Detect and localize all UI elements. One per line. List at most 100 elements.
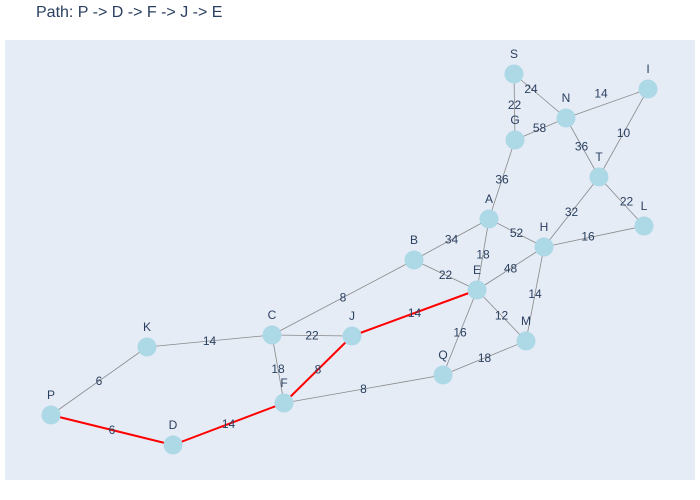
edge-S-G [513, 73, 516, 141]
edge-weight-I-T: 10 [617, 126, 631, 140]
node-T[interactable] [589, 167, 609, 187]
edge-F-Q [283, 374, 444, 404]
node-label-F: F [280, 376, 287, 390]
edge-weight-T-L: 22 [620, 195, 634, 209]
node-label-I: I [646, 62, 649, 76]
edge-H-M [525, 246, 545, 342]
edges-layer [50, 73, 649, 446]
node-label-G: G [510, 113, 519, 127]
edge-weight-J-E: 14 [408, 306, 422, 320]
edge-S-N [513, 73, 567, 119]
node-S[interactable] [504, 64, 524, 84]
node-D[interactable] [163, 435, 183, 455]
node-Q[interactable] [433, 365, 453, 385]
nodes-layer [41, 64, 658, 455]
node-J[interactable] [342, 326, 362, 346]
node-label-S: S [510, 47, 518, 61]
edge-weight-F-Q: 8 [360, 382, 367, 396]
node-A[interactable] [479, 209, 499, 229]
edge-weight-N-I: 14 [594, 87, 608, 101]
edge-B-E [413, 259, 478, 291]
edge-F-J-path [283, 335, 353, 404]
graph-plot-area: 24 22 14 58 36 10 36 32 22 52 16 34 18 48 14 22 8 14 12 16 1… [5, 40, 695, 480]
node-label-P: P [47, 388, 55, 402]
edge-C-J [271, 334, 353, 337]
node-H[interactable] [534, 237, 554, 257]
edge-E-M [476, 289, 527, 342]
edge-A-H [488, 218, 545, 248]
edge-weight-P-D: 6 [109, 423, 116, 437]
node-label-M: M [521, 314, 531, 328]
edge-weight-S-N: 24 [524, 82, 538, 96]
edge-weight-P-K: 6 [96, 374, 103, 388]
edge-weight-G-N: 58 [533, 121, 547, 135]
edge-E-H [476, 246, 545, 291]
node-M[interactable] [516, 331, 536, 351]
edge-weight-C-J: 22 [305, 329, 319, 343]
edge-weight-T-H: 32 [565, 205, 579, 219]
edge-weight-C-B: 8 [340, 291, 347, 305]
edge-H-L [543, 225, 645, 248]
node-I[interactable] [638, 79, 658, 99]
edge-weight-H-L: 16 [581, 230, 595, 244]
edge-weight-A-H: 52 [510, 226, 524, 240]
edge-weight-A-E: 18 [476, 248, 490, 262]
node-label-T: T [595, 150, 603, 164]
node-label-J: J [349, 309, 355, 323]
edge-D-F-path [172, 402, 285, 446]
node-K[interactable] [137, 337, 157, 357]
edge-weight-D-F: 14 [222, 417, 236, 431]
edge-C-F [271, 334, 285, 404]
edge-weight-F-J: 8 [315, 363, 322, 377]
edge-T-H [543, 176, 600, 248]
edge-weight-N-T: 36 [575, 140, 589, 154]
edge-weight-E-Q: 16 [453, 326, 467, 340]
edge-P-K [50, 346, 148, 416]
edge-N-I [565, 88, 649, 119]
node-label-B: B [410, 233, 418, 247]
node-label-H: H [540, 220, 549, 234]
edge-weight-G-A: 36 [495, 173, 509, 187]
node-label-K: K [143, 320, 151, 334]
edge-C-B [271, 259, 415, 336]
edge-G-A [488, 139, 516, 220]
node-E[interactable] [467, 280, 487, 300]
edge-A-E [476, 218, 490, 291]
edge-N-T [565, 117, 600, 178]
node-B[interactable] [404, 250, 424, 270]
node-label-L: L [641, 199, 648, 213]
node-C[interactable] [262, 325, 282, 345]
node-labels: S I N G T A L H B E J C K M Q F P D [47, 47, 650, 432]
node-label-N: N [562, 91, 571, 105]
node-N[interactable] [556, 108, 576, 128]
node-label-A: A [485, 192, 493, 206]
edge-weight-H-M: 14 [528, 287, 542, 301]
edge-Q-M [442, 340, 527, 376]
edge-E-Q [442, 289, 478, 376]
edge-P-D-path [50, 414, 174, 446]
edge-weight-S-G: 22 [508, 98, 522, 112]
edge-weight-E-H: 48 [504, 262, 518, 276]
node-label-D: D [169, 418, 178, 432]
node-L[interactable] [634, 216, 654, 236]
node-F[interactable] [274, 393, 294, 413]
edge-weight-K-C: 14 [203, 334, 217, 348]
node-label-Q: Q [438, 348, 447, 362]
edge-weight-E-M: 12 [495, 309, 509, 323]
edge-weight-C-F: 18 [271, 362, 285, 376]
edge-weight-B-E: 22 [439, 268, 453, 282]
edge-J-E-path [351, 289, 478, 337]
edge-K-C [146, 334, 273, 348]
edge-weight-Q-M: 18 [478, 351, 492, 365]
node-label-C: C [268, 308, 277, 322]
edge-I-T [598, 88, 649, 178]
edge-T-L [598, 176, 645, 227]
node-G[interactable] [505, 130, 525, 150]
edge-B-A [413, 218, 490, 261]
node-label-E: E [473, 263, 481, 277]
edge-weight-B-A: 34 [445, 233, 459, 247]
page-title: Path: P -> D -> F -> J -> E [36, 4, 223, 21]
node-P[interactable] [41, 405, 61, 425]
